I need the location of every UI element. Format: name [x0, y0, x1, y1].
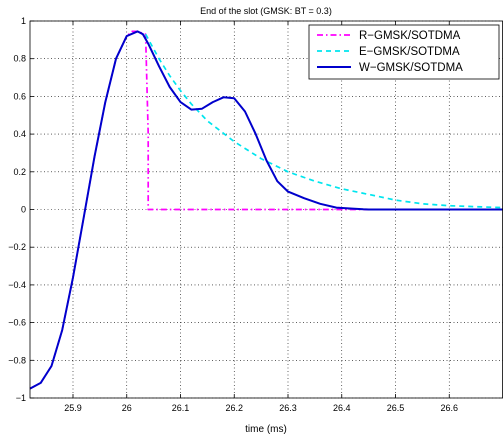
y-tick-label: −0.6 [8, 318, 26, 328]
y-tick-label: 0.6 [13, 91, 26, 101]
x-tick-label: 26.4 [333, 403, 351, 413]
x-axis-label: time (ms) [245, 424, 287, 435]
y-tick-label: 0.2 [13, 167, 26, 177]
y-tick-label: −1 [16, 393, 26, 403]
y-tick-label: 0.8 [13, 54, 26, 64]
series-line-1 [144, 33, 503, 209]
x-tick-label: 26.6 [440, 403, 458, 413]
y-tick-label: −0.2 [8, 242, 26, 252]
axis-ticks: 25.9 26 26.1 26.2 26.3 26.4 26.5 26.6 1 0.8 0.6 0.4… [8, 16, 458, 413]
y-tick-label: 0 [21, 205, 26, 215]
legend-box [308, 24, 500, 80]
x-tick-label: 26.2 [225, 403, 243, 413]
x-tick-label: 26 [122, 403, 132, 413]
x-tick-label: 25.9 [64, 403, 82, 413]
legend: R−GMSK/SOTDMA E−GMSK/SOTDMA W−GMSK/SOTDMA [308, 24, 500, 80]
x-tick-label: 26.3 [279, 403, 297, 413]
y-tick-label: −0.4 [8, 280, 26, 290]
legend-label: W−GMSK/SOTDMA [359, 62, 463, 74]
chart-title: End of the slot (GMSK: BT = 0.3) [200, 6, 332, 16]
series-line-2 [29, 30, 503, 390]
x-tick-label: 26.1 [172, 403, 190, 413]
legend-label: E−GMSK/SOTDMA [359, 46, 460, 58]
y-tick-label: 1 [21, 16, 26, 26]
legend-label: R−GMSK/SOTDMA [359, 30, 461, 42]
y-tick-label: −0.8 [8, 355, 26, 365]
x-tick-label: 26.5 [387, 403, 405, 413]
plot-series [29, 30, 503, 390]
y-tick-label: 0.4 [13, 129, 26, 139]
